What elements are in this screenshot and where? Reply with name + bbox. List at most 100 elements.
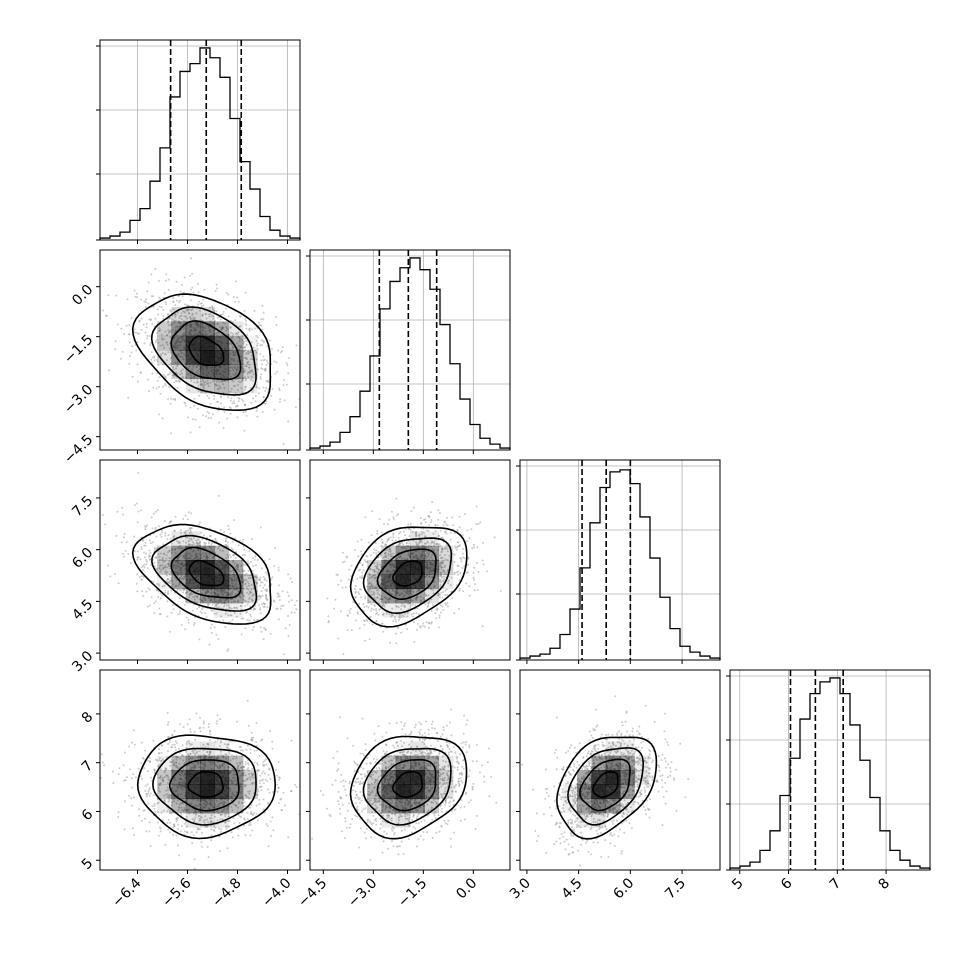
sample-point	[163, 346, 165, 349]
sample-point	[436, 543, 439, 546]
sample-point	[151, 805, 154, 808]
sample-point	[358, 627, 361, 630]
sample-point	[419, 626, 422, 629]
sample-point	[347, 578, 350, 581]
sample-point	[442, 570, 445, 573]
sample-point	[133, 833, 136, 836]
sample-point	[179, 290, 182, 293]
sample-point	[243, 578, 246, 581]
sample-point	[235, 369, 238, 372]
sample-point	[164, 353, 167, 356]
sample-point	[185, 800, 188, 803]
sample-point	[270, 578, 273, 581]
sample-point	[179, 544, 182, 547]
sample-point	[138, 576, 141, 579]
sample-point	[227, 820, 230, 823]
sample-point	[211, 550, 214, 553]
sample-point	[122, 536, 125, 539]
sample-point	[164, 532, 167, 534]
sample-point	[169, 557, 172, 560]
sample-point	[276, 370, 279, 373]
sample-point	[239, 762, 242, 765]
sample-point	[373, 548, 376, 551]
density-cell	[228, 364, 244, 380]
sample-point	[407, 544, 410, 547]
density-cell	[395, 545, 411, 561]
sample-point	[353, 588, 356, 590]
sample-point	[360, 588, 362, 591]
sample-point	[262, 605, 265, 608]
sample-point	[229, 326, 232, 329]
sample-point	[245, 351, 248, 354]
sample-point	[188, 596, 191, 599]
sample-point	[438, 614, 441, 617]
sample-point	[229, 790, 231, 793]
sample-point	[395, 590, 398, 593]
sample-point	[377, 589, 380, 592]
sample-point	[164, 572, 167, 575]
sample-point	[143, 342, 146, 345]
sample-point	[227, 328, 229, 331]
sample-point	[149, 845, 152, 847]
sample-point	[293, 611, 296, 614]
sample-point	[427, 626, 430, 629]
sample-point	[175, 329, 177, 332]
sample-point	[234, 373, 237, 376]
sample-point	[179, 610, 182, 613]
sample-point	[257, 336, 259, 339]
sample-point	[164, 566, 167, 569]
sample-point	[169, 336, 172, 339]
sample-point	[428, 516, 431, 519]
sample-point	[250, 591, 253, 594]
sample-point	[236, 767, 239, 770]
sample-point	[232, 817, 235, 820]
sample-point	[376, 565, 379, 568]
sample-point	[231, 335, 234, 338]
sample-point	[164, 589, 167, 592]
sample-point	[244, 574, 247, 577]
sample-point	[365, 618, 368, 621]
sample-point	[158, 613, 161, 616]
sample-point	[233, 562, 236, 565]
sample-point	[173, 825, 176, 828]
sample-point	[467, 557, 470, 560]
sample-point	[149, 555, 152, 557]
sample-point	[420, 517, 422, 519]
sample-point	[369, 601, 371, 603]
sample-point	[262, 586, 265, 589]
sample-point	[246, 580, 249, 583]
sample-point	[182, 588, 185, 591]
sample-point	[263, 368, 266, 371]
sample-point	[183, 603, 186, 606]
sample-point	[354, 585, 357, 587]
sample-point	[224, 543, 227, 546]
sample-point	[153, 356, 156, 359]
sample-point	[392, 516, 395, 519]
sample-point	[450, 576, 453, 579]
sample-point	[437, 592, 440, 595]
sample-point	[187, 543, 190, 546]
sample-point	[251, 379, 254, 382]
sample-point	[168, 373, 171, 375]
sample-point	[397, 513, 400, 516]
sample-point	[392, 620, 395, 623]
sample-point	[439, 585, 442, 588]
sample-point	[244, 403, 247, 406]
density-cell	[395, 574, 411, 590]
sample-point	[123, 779, 126, 782]
sample-point	[245, 585, 248, 588]
sample-point	[262, 798, 265, 801]
sample-point	[128, 341, 131, 344]
sample-point	[444, 564, 447, 567]
sample-point	[457, 573, 459, 576]
sample-point	[226, 591, 229, 594]
sample-point	[220, 396, 222, 399]
sample-point	[476, 546, 479, 549]
sample-point	[121, 350, 124, 353]
sample-point	[219, 313, 222, 316]
sample-point	[424, 535, 427, 538]
sample-point	[219, 402, 222, 405]
sample-point	[136, 296, 138, 299]
sample-point	[248, 329, 251, 332]
sample-point	[237, 380, 240, 383]
